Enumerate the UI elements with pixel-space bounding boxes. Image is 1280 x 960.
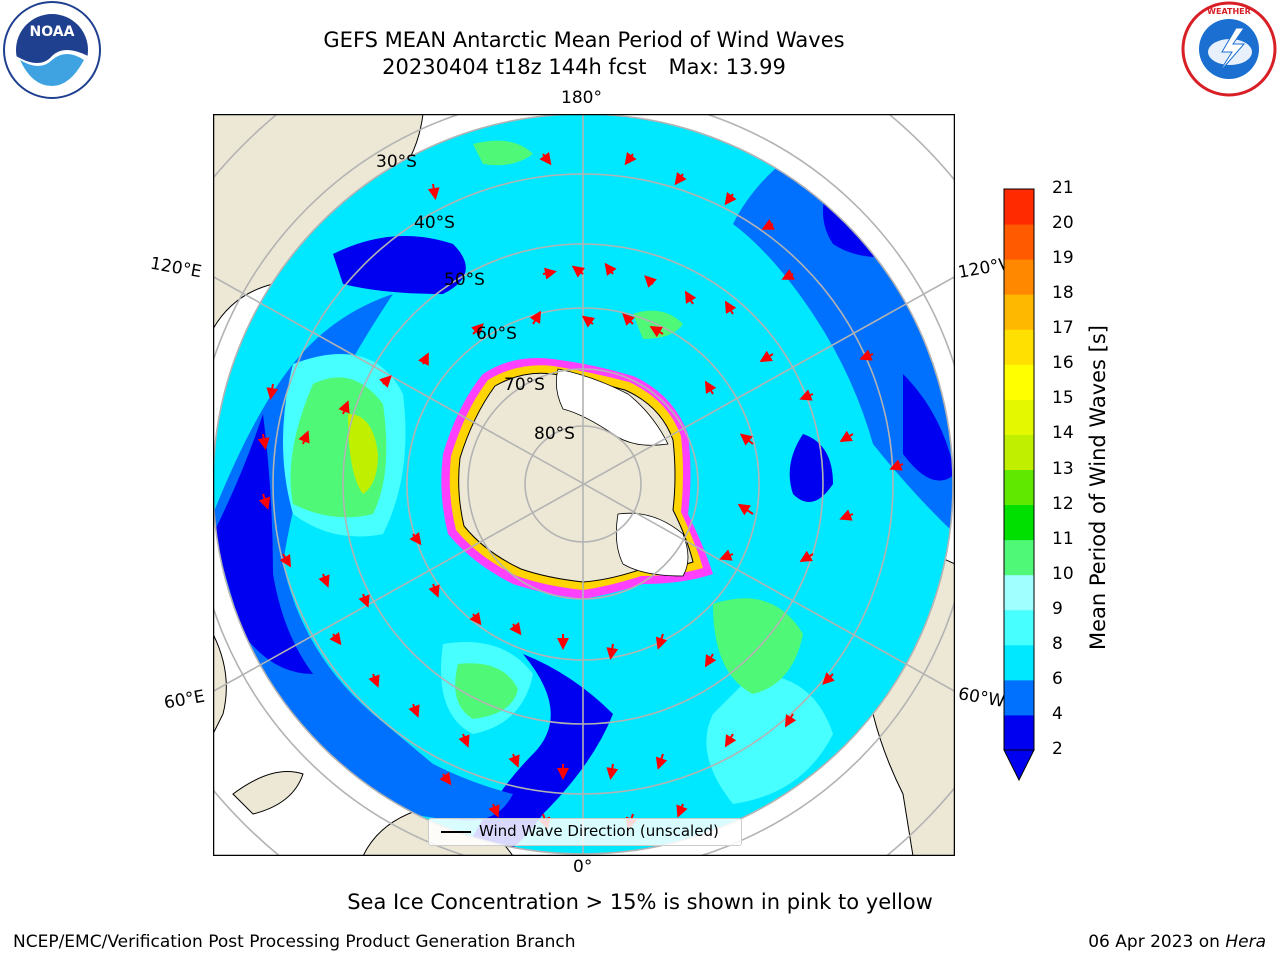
colorbar-tick-label: 12 <box>1052 493 1074 514</box>
colorbar-tick-label: 17 <box>1052 318 1074 339</box>
colorbar-segment <box>1004 294 1034 330</box>
colorbar-segment <box>1004 539 1034 576</box>
colorbar-tick-label: 9 <box>1052 598 1063 619</box>
nws-logo: WEATHER <box>1181 1 1277 97</box>
noaa-logo: NOAA <box>3 1 101 99</box>
lon-label-180: 180° <box>561 88 602 108</box>
colorbar-tick-label: 8 <box>1052 633 1063 654</box>
footer-host: Hera <box>1225 932 1266 952</box>
lat-label-70s: 70°S <box>504 375 545 395</box>
antarctica <box>441 358 713 599</box>
footer-credit: NCEP/EMC/Verification Post Processing Pr… <box>13 932 576 952</box>
legend-label: Wind Wave Direction (unscaled) <box>479 822 719 840</box>
colorbar-label: Mean Period of Wind Waves [s] <box>1086 325 1110 650</box>
colorbar-segment <box>1004 644 1034 681</box>
polar-map <box>213 114 955 856</box>
colorbar-segment <box>1004 434 1034 470</box>
colorbar-segment <box>1004 189 1034 225</box>
lat-label-30s: 30°S <box>376 152 417 172</box>
colorbar-tick-label: 18 <box>1052 283 1074 304</box>
sea-ice-caption: Sea Ice Concentration > 15% is shown in … <box>347 890 933 914</box>
colorbar-tick-label: 14 <box>1052 423 1074 444</box>
colorbar-extend-triangle <box>1003 749 1035 782</box>
colorbar-segment <box>1004 329 1034 365</box>
svg-text:WEATHER: WEATHER <box>1207 7 1251 16</box>
colorbar-tick-label: 10 <box>1052 563 1074 584</box>
graticule <box>213 114 955 856</box>
colorbar-segment <box>1004 224 1034 260</box>
colorbar-segment <box>1004 364 1034 400</box>
lon-label-60w: 60°W <box>956 684 1007 712</box>
chart-subtitle: 20230404 t18z 144h fcst Max: 13.99 <box>234 54 934 81</box>
colorbar-tick-label: 4 <box>1052 703 1063 724</box>
colorbar-segment <box>1004 259 1034 295</box>
colorbar-tick-label: 21 <box>1052 178 1074 198</box>
colorbar-tick-label: 11 <box>1052 528 1074 549</box>
svg-text:NOAA: NOAA <box>30 24 75 40</box>
max-label: Max: 13.99 <box>668 55 786 79</box>
colorbar-tick-label: 6 <box>1052 668 1063 689</box>
footer-date: 06 Apr 2023 on Hera <box>1088 932 1266 952</box>
colorbar-segment <box>1004 504 1034 541</box>
lon-label-120e: 120°E <box>148 253 204 283</box>
lon-label-60e: 60°E <box>162 686 207 714</box>
colorbar-tick-label: 19 <box>1052 248 1074 269</box>
colorbar-segment <box>1004 399 1034 435</box>
colorbar-tick-label: 15 <box>1052 388 1074 409</box>
lat-label-60s: 60°S <box>476 324 517 344</box>
footer-date-text: 06 Apr 2023 on <box>1088 932 1220 952</box>
colorbar-tick-label: 16 <box>1052 353 1074 374</box>
colorbar-segment <box>1004 609 1034 646</box>
run-label: 20230404 t18z 144h fcst <box>382 55 647 79</box>
colorbar-tick-label: 2 <box>1052 739 1063 759</box>
chart-title: GEFS MEAN Antarctic Mean Period of Wind … <box>323 28 845 52</box>
colorbar-segments <box>1004 189 1034 751</box>
colorbar-tick-label: 13 <box>1052 458 1074 479</box>
colorbar-segment <box>1004 714 1034 751</box>
lat-label-40s: 40°S <box>414 213 455 233</box>
lon-label-0: 0° <box>573 857 593 877</box>
lat-label-50s: 50°S <box>444 270 485 290</box>
colorbar-segment <box>1004 574 1034 611</box>
colorbar <box>1003 188 1035 782</box>
map-legend: Wind Wave Direction (unscaled) <box>428 818 742 846</box>
colorbar-tick-label: 20 <box>1052 213 1074 234</box>
colorbar-segment <box>1004 679 1034 716</box>
legend-line-swatch <box>441 831 471 833</box>
lat-label-80s: 80°S <box>534 424 575 444</box>
colorbar-segment <box>1004 469 1034 506</box>
